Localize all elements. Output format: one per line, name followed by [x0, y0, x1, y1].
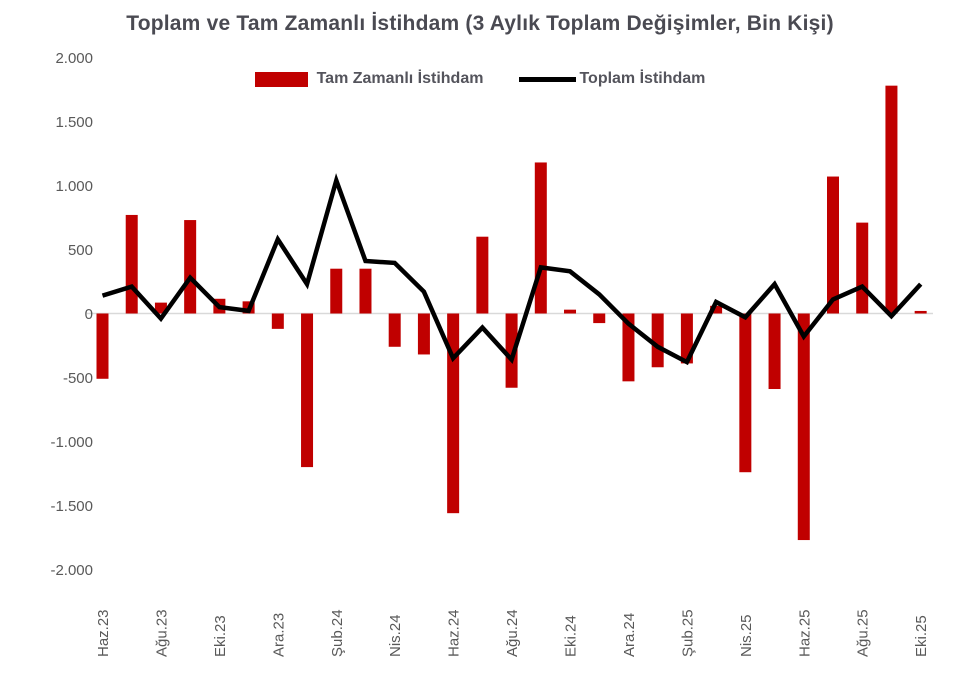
legend-bar-swatch-icon — [254, 71, 308, 87]
x-tick-label: Ara.24 — [621, 613, 638, 657]
y-tick-label: -2.000 — [50, 562, 93, 579]
x-tick-label: Nis.24 — [387, 614, 404, 657]
bar-Mar.25 — [710, 305, 723, 314]
bar-Eyl.23 — [184, 220, 197, 314]
bar-Nis.24 — [388, 313, 401, 347]
chart-title: Toplam ve Tam Zamanlı İstihdam (3 Aylık … — [126, 12, 834, 35]
x-tick-label: Ara.23 — [270, 613, 287, 657]
x-tick-label: Eki.25 — [913, 615, 930, 657]
y-tick-label: 0 — [85, 306, 93, 323]
bar-Eki.25 — [914, 310, 927, 314]
bar-Haz.24 — [447, 313, 460, 514]
y-tick-label: 1.000 — [55, 178, 93, 195]
bar-May.25 — [768, 313, 781, 390]
bar-Oca.25 — [651, 313, 664, 368]
bar-Nis.25 — [739, 313, 752, 473]
y-tick-label: -1.500 — [50, 498, 93, 515]
bar-Tem.25 — [827, 176, 839, 314]
bar-Kas.24 — [593, 313, 606, 324]
bar-Ağu.25 — [856, 222, 869, 314]
bar-Haz.25 — [797, 313, 810, 541]
x-tick-label: Haz.24 — [446, 609, 463, 657]
bar-Ara.23 — [271, 313, 284, 329]
y-tick-label: -500 — [63, 370, 93, 387]
y-tick-label: 2.000 — [55, 50, 93, 67]
bar-Haz.23 — [96, 313, 109, 379]
chart-legend: Tam Zamanlı İstihdam Toplam İstihdam — [0, 70, 960, 88]
y-tick-label: 500 — [68, 242, 93, 259]
toplam-line — [101, 173, 923, 366]
bar-Şub.24 — [330, 268, 343, 314]
bar-Ağu.24 — [505, 313, 518, 388]
x-tick-label: Ağu.24 — [504, 609, 521, 657]
y-tick-label: -1.000 — [50, 434, 93, 451]
legend-item-tam-zamanli: Tam Zamanlı İstihdam — [254, 70, 484, 88]
x-tick-label: Şub.25 — [679, 609, 696, 657]
bar-Eyl.25 — [885, 85, 898, 314]
legend-item-toplam: Toplam İstihdam — [519, 70, 705, 88]
x-tick-label: Ağu.25 — [855, 609, 872, 657]
bar-May.24 — [417, 313, 430, 355]
legend-label-tam-zamanli: Tam Zamanlı İstihdam — [316, 70, 484, 87]
bar-Eki.24 — [564, 309, 577, 314]
x-tick-label: Ağu.23 — [153, 609, 170, 657]
x-tick-label: Eki.23 — [212, 615, 229, 657]
bar-Eyl.24 — [534, 162, 547, 314]
x-tick-label: Eki.24 — [563, 615, 580, 657]
x-tick-label: Haz.25 — [796, 609, 813, 657]
bar-Tem.23 — [125, 214, 138, 314]
bar-Tem.24 — [476, 236, 489, 314]
legend-label-toplam: Toplam İstihdam — [579, 70, 706, 87]
bar-Oca.24 — [301, 313, 314, 468]
bar-Ağu.23 — [154, 302, 167, 314]
x-tick-label: Şub.24 — [329, 609, 346, 657]
bar-Mar.24 — [359, 268, 372, 314]
bar-Ara.24 — [622, 313, 635, 382]
x-tick-label: Haz.23 — [95, 609, 112, 657]
x-tick-label: Nis.25 — [738, 614, 755, 657]
legend-line-swatch-icon — [519, 76, 577, 82]
y-tick-label: 1.500 — [55, 114, 93, 131]
